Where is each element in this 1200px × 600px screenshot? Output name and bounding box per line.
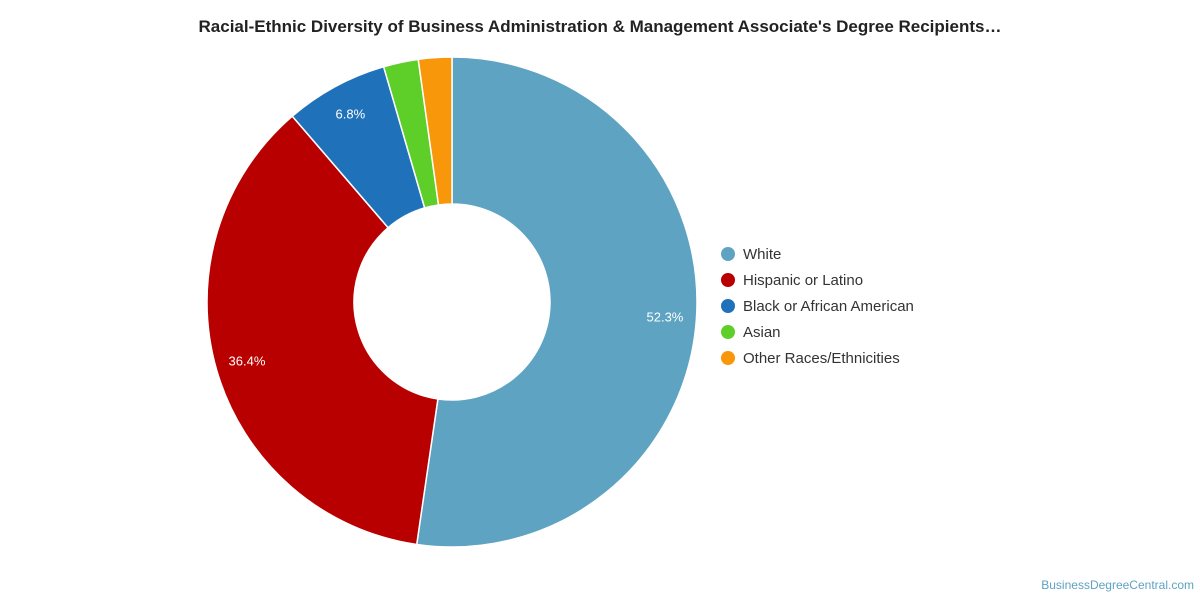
- legend-item-black-or-african-american[interactable]: Black or African American: [721, 293, 914, 319]
- legend-item-other-races-ethnicities[interactable]: Other Races/Ethnicities: [721, 345, 914, 371]
- slice-white[interactable]: [415, 56, 698, 548]
- legend-item-asian[interactable]: Asian: [721, 319, 914, 345]
- legend-label: Asian: [743, 323, 781, 341]
- slice-hispanic-or-latino[interactable]: [206, 115, 439, 546]
- legend-label: Black or African American: [743, 297, 914, 315]
- slice-label-white: 52.3%: [647, 309, 684, 324]
- legend-dot: [721, 351, 735, 365]
- chart-title: Racial-Ethnic Diversity of Business Admi…: [198, 17, 1002, 36]
- slice-labels: 52.3% 36.4% 6.8%: [229, 106, 684, 368]
- legend-item-hispanic-or-latino[interactable]: Hispanic or Latino: [721, 267, 914, 293]
- legend-label: White: [743, 245, 782, 263]
- legend-dot: [721, 325, 735, 339]
- legend: White Hispanic or Latino Black or Africa…: [721, 241, 914, 371]
- watermark: BusinessDegreeCentral.com: [1041, 578, 1194, 592]
- slice-other-races-ethnicities[interactable]: [417, 56, 453, 206]
- legend-dot: [721, 247, 735, 261]
- legend-dot: [721, 299, 735, 313]
- slice-label-black-or-african-american: 6.8%: [336, 106, 366, 121]
- donut-slices: [206, 56, 698, 548]
- legend-label: Hispanic or Latino: [743, 271, 864, 289]
- legend-dot: [721, 273, 735, 287]
- legend-label: Other Races/Ethnicities: [743, 349, 900, 367]
- slice-label-hispanic-or-latino: 36.4%: [229, 354, 266, 369]
- legend-item-white[interactable]: White: [721, 241, 914, 267]
